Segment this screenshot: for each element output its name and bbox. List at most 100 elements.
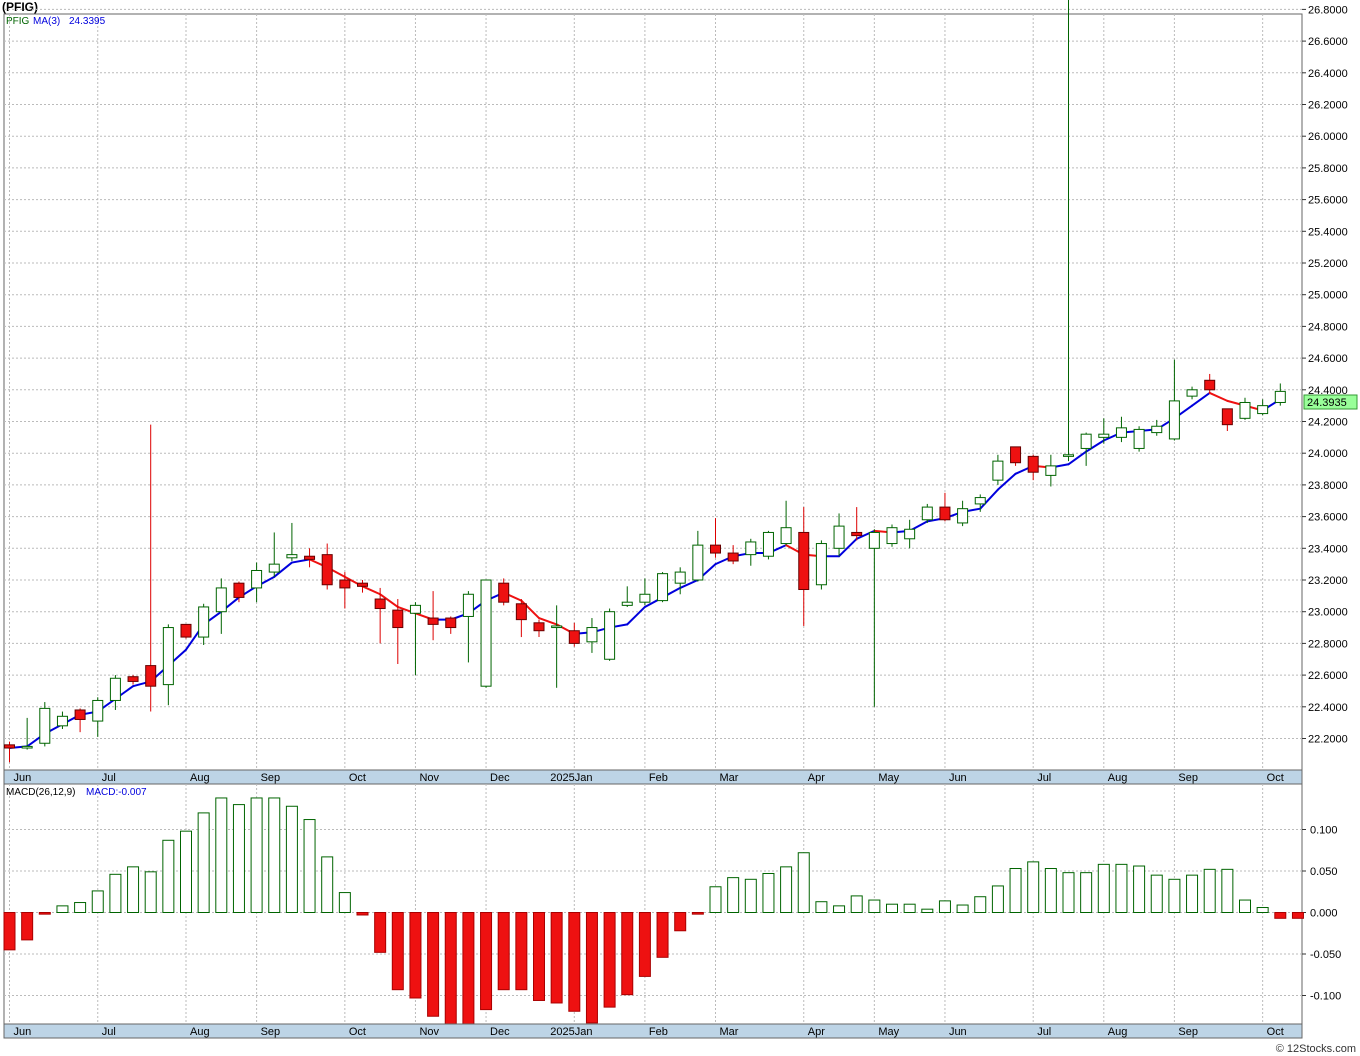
candle (868, 529, 880, 707)
ma-segment (996, 472, 1017, 491)
legend-symbol: PFIG (6, 16, 30, 27)
candle (233, 581, 245, 603)
macd-bar (533, 912, 545, 1001)
candle-body (1204, 379, 1216, 391)
candle (674, 567, 686, 595)
candle (586, 618, 598, 653)
macd-bar (1097, 863, 1110, 913)
macd-bar (974, 896, 987, 913)
candle (621, 586, 633, 607)
candle-body (551, 625, 563, 629)
candle (304, 548, 316, 568)
candle (692, 530, 704, 582)
date-label: Oct (349, 1026, 366, 1038)
price-tick-label: 24.6000 (1308, 353, 1348, 365)
macd-bar (56, 905, 69, 913)
ma-segment (361, 585, 382, 596)
price-tick-label: 25.0000 (1308, 290, 1348, 302)
macd-bar (991, 885, 1004, 914)
candle (886, 524, 898, 547)
candle-body (868, 531, 880, 549)
price-tick-label: 23.4000 (1308, 543, 1348, 555)
price-tick-label: 22.2000 (1308, 734, 1348, 746)
candle (551, 605, 563, 688)
candle (727, 545, 739, 565)
macd-bar (374, 912, 387, 953)
price-date-labels: Jun Jul Aug Sep Oct Nov Dec 2025Jan Feb Mar Apr May… (14, 772, 1284, 784)
macd-date-labels: Jun Jul Aug Sep Oct Nov Dec 2025Jan Feb Mar Apr May… (14, 1026, 1284, 1038)
macd-y-axis: 0.100 0.050 0.000 -0.050 -0.100 (1302, 825, 1341, 1003)
candle-body (833, 525, 845, 549)
price-tick-label: 22.4000 (1308, 702, 1348, 714)
candle (992, 454, 1004, 485)
date-label: Aug (190, 772, 210, 784)
macd-tick-label: -0.050 (1310, 949, 1341, 961)
candle-body (886, 527, 898, 545)
macd-bar (638, 912, 651, 977)
ma-segment (290, 558, 311, 564)
candle-body (321, 554, 333, 586)
candle (374, 587, 386, 644)
price-tick-label: 25.8000 (1308, 163, 1348, 175)
candle (357, 580, 368, 593)
candle-body (1063, 454, 1074, 457)
macd-bar (444, 912, 457, 1026)
candle (427, 591, 439, 641)
macd-bar (127, 866, 140, 913)
macd-bar (868, 899, 881, 913)
candle (286, 522, 298, 561)
macd-tick-label: 0.100 (1310, 825, 1338, 837)
price-grid (4, 8, 1302, 770)
candle-body (1133, 428, 1145, 449)
candle (639, 578, 651, 606)
candle-body (939, 506, 951, 521)
ma-segment (379, 593, 399, 608)
macd-bar (833, 905, 846, 913)
candle-body (480, 579, 492, 687)
macd-bar (515, 912, 528, 991)
macd-bar (886, 903, 898, 914)
candle (198, 603, 210, 645)
candle (1010, 446, 1022, 466)
ma-segment (1085, 439, 1105, 453)
date-label: Jul (1037, 772, 1051, 784)
macd-bar (1009, 868, 1022, 914)
date-label: Oct (1267, 1026, 1284, 1038)
candle (1274, 383, 1286, 406)
price-y-axis: 22.2000 22.4000 22.6000 22.8000 23.0000 23.20… (1302, 4, 1348, 746)
candle-body (56, 715, 68, 727)
candle-body (74, 709, 86, 720)
price-tick-label: 24.2000 (1308, 417, 1348, 429)
candle (833, 513, 845, 557)
macd-bar (903, 903, 916, 914)
candle-body (462, 593, 474, 617)
candle (1133, 426, 1145, 452)
candle (56, 711, 68, 729)
macd-bar (285, 805, 298, 914)
price-tick-label: 25.4000 (1308, 226, 1348, 238)
ma-segment (1208, 391, 1229, 402)
macd-bar (180, 830, 192, 913)
candle (798, 507, 810, 626)
candle-body (180, 623, 192, 638)
macd-bar (709, 886, 722, 914)
macd-bar (1062, 872, 1075, 913)
candle (109, 675, 121, 710)
candle (392, 599, 404, 665)
ma-segment (1067, 450, 1088, 466)
macd-bar (691, 912, 704, 915)
candle-body (1098, 433, 1110, 438)
macd-bar (1168, 878, 1181, 913)
candle-body (1257, 405, 1269, 415)
candle (127, 675, 139, 685)
macd-bar (815, 901, 828, 914)
candle-body (904, 528, 916, 540)
candle (904, 519, 916, 549)
date-label: Jun (14, 772, 32, 784)
candle (268, 532, 280, 577)
candle-body (710, 544, 721, 554)
macd-bar (956, 904, 969, 914)
price-tick-label: 23.0000 (1308, 607, 1348, 619)
candle (445, 616, 457, 634)
macd-bar (321, 856, 334, 914)
